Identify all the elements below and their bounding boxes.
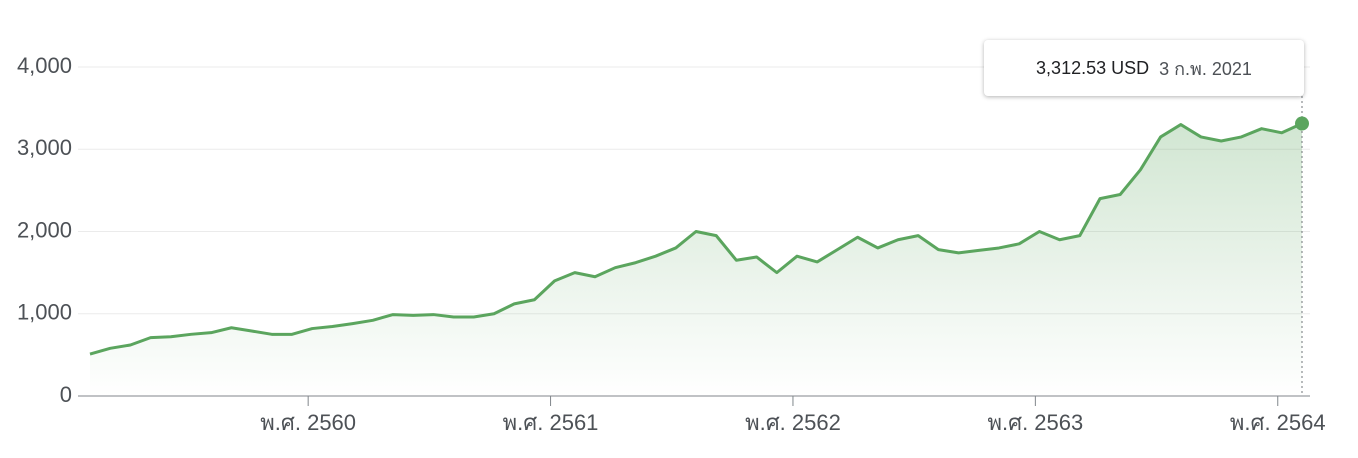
x-tick-label: พ.ศ. 2564 xyxy=(1230,410,1326,435)
price-line xyxy=(89,122,1303,356)
tooltip: 3,312.53 USD 3 ก.พ. 2021 xyxy=(984,40,1304,96)
x-tick-label: พ.ศ. 2561 xyxy=(503,410,599,435)
tooltip-date: 3 ก.พ. 2021 xyxy=(1159,58,1252,79)
area xyxy=(90,123,1302,397)
y-tick-label: 1,000 xyxy=(17,300,72,325)
x-tick-label: พ.ศ. 2560 xyxy=(260,410,356,435)
y-tick-label: 2,000 xyxy=(17,217,72,242)
x-tick-label: พ.ศ. 2563 xyxy=(987,410,1083,435)
x-tick-label: พ.ศ. 2562 xyxy=(745,410,841,435)
tooltip-value: 3,312.53 USD xyxy=(1036,57,1150,78)
y-tick-label: 3,000 xyxy=(17,135,72,160)
current-point xyxy=(1295,116,1309,131)
y-tick-label: 4,000 xyxy=(17,53,72,78)
y-tick-label: 0 xyxy=(60,382,72,407)
